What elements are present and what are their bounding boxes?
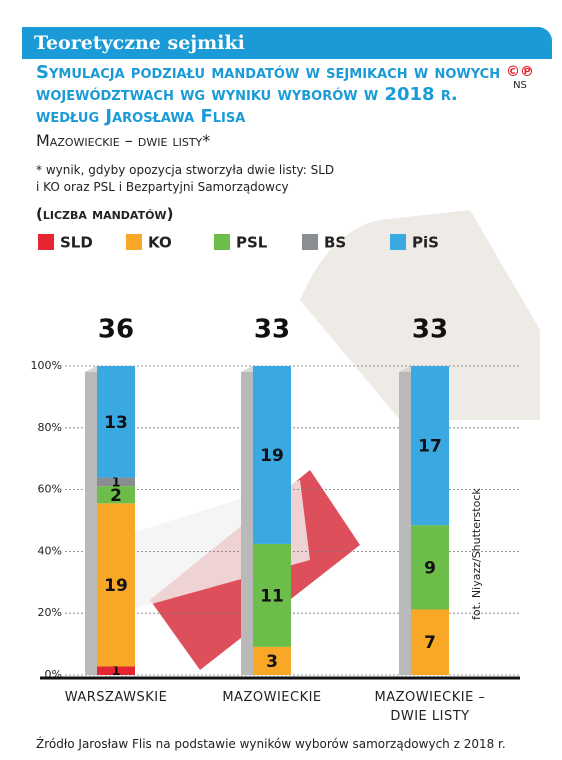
legend-label: PiS	[412, 234, 439, 252]
legend-swatch	[126, 234, 142, 250]
bar-side	[399, 366, 411, 675]
y-tick-label: 80%	[38, 421, 62, 434]
legend-label: PSL	[236, 234, 268, 252]
value-label: 7	[424, 633, 436, 653]
photo-credit: fot. Niyazz/Shutterstock	[470, 488, 483, 620]
bar-segment	[253, 543, 291, 647]
total-label: 33	[254, 315, 290, 345]
x-tick-label: WARSZAWSKIE	[64, 690, 168, 705]
total-label: 36	[98, 315, 134, 345]
source: Źródło Jarosław Flis na podstawie wynikó…	[36, 737, 506, 751]
y-axis-label: (liczba mandatów)	[36, 205, 174, 223]
value-label: 3	[266, 652, 278, 672]
logo: ©℗ NS	[505, 64, 535, 91]
bar-segment	[411, 366, 449, 526]
legend-label: BS	[324, 234, 346, 252]
legend-swatch	[302, 234, 318, 250]
value-label: 11	[260, 586, 284, 606]
value-label: 17	[418, 437, 442, 457]
logo-symbols: ©℗	[506, 64, 534, 80]
value-label: 9	[424, 558, 436, 578]
bar-side	[85, 366, 97, 675]
bar-segment	[97, 486, 135, 504]
legend-swatch	[214, 234, 230, 250]
legend-label: SLD	[60, 234, 93, 252]
logo-initials: NS	[513, 80, 527, 91]
value-label: 19	[104, 576, 128, 596]
header: Teoretyczne sejmiki	[22, 27, 552, 59]
bar-side	[241, 366, 253, 675]
legend-swatch	[38, 234, 54, 250]
bar-segment	[97, 666, 135, 675]
bar-segment	[97, 366, 135, 478]
total-label: 33	[412, 315, 448, 345]
y-tick-label: 100%	[31, 359, 62, 372]
bar-segment	[253, 366, 291, 544]
y-tick-label: 40%	[38, 544, 62, 557]
bar-segment	[411, 609, 449, 675]
footnote: * wynik, gdyby opozycja stworzyła dwie l…	[36, 163, 335, 194]
chart-title: Symulacja podziału mandatów w sejmikach …	[36, 62, 501, 127]
value-label: 13	[104, 413, 128, 433]
legend-swatch	[390, 234, 406, 250]
value-label: 19	[260, 446, 284, 466]
value-label: 2	[110, 486, 122, 506]
value-label: 1	[111, 475, 120, 490]
bar-segment	[97, 477, 135, 487]
y-tick-label: 20%	[38, 606, 62, 619]
bar-segment	[253, 646, 291, 675]
x-tick-label: MAZOWIECKIE – DWIE LISTY	[374, 690, 486, 724]
bar-segment	[97, 503, 135, 667]
value-label: 1	[111, 664, 120, 679]
bar-segment	[411, 525, 449, 610]
legend-label: KO	[148, 234, 172, 252]
y-tick-label: 60%	[38, 483, 62, 496]
chart-subtitle: Mazowieckie – dwie listy*	[36, 131, 211, 150]
photo-background	[300, 210, 540, 420]
x-tick-label: MAZOWIECKIE	[222, 690, 322, 705]
